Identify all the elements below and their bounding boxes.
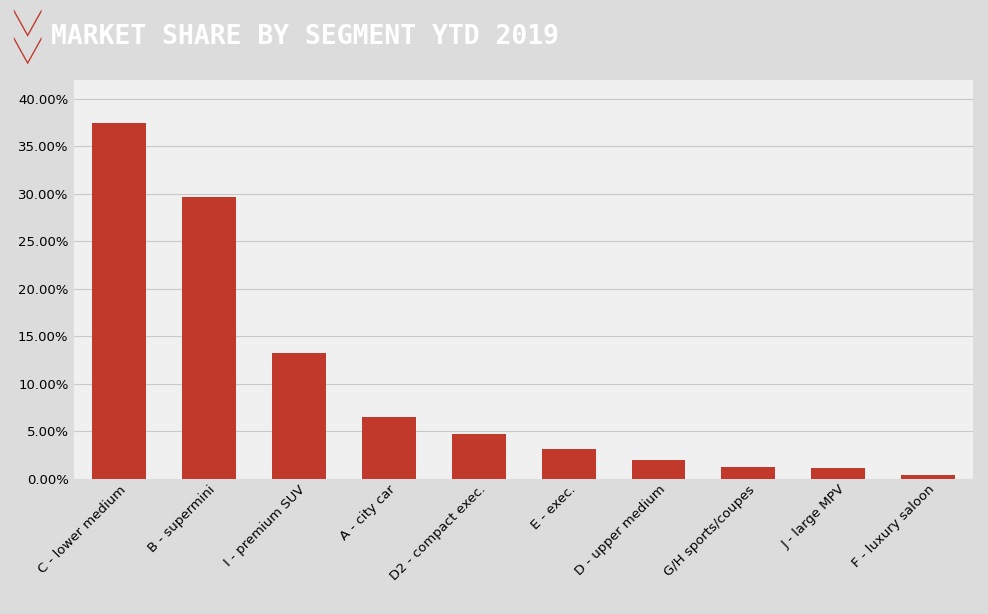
Bar xyxy=(272,352,326,479)
Bar xyxy=(721,467,776,479)
Bar xyxy=(452,434,506,479)
Bar xyxy=(541,448,596,479)
Bar xyxy=(362,417,416,479)
Bar xyxy=(811,467,865,479)
Bar xyxy=(182,196,236,479)
Bar xyxy=(901,475,955,479)
Bar xyxy=(631,460,686,479)
Bar xyxy=(92,123,146,479)
Polygon shape xyxy=(14,37,41,64)
Polygon shape xyxy=(14,9,41,37)
Text: MARKET SHARE BY SEGMENT YTD 2019: MARKET SHARE BY SEGMENT YTD 2019 xyxy=(51,24,559,50)
